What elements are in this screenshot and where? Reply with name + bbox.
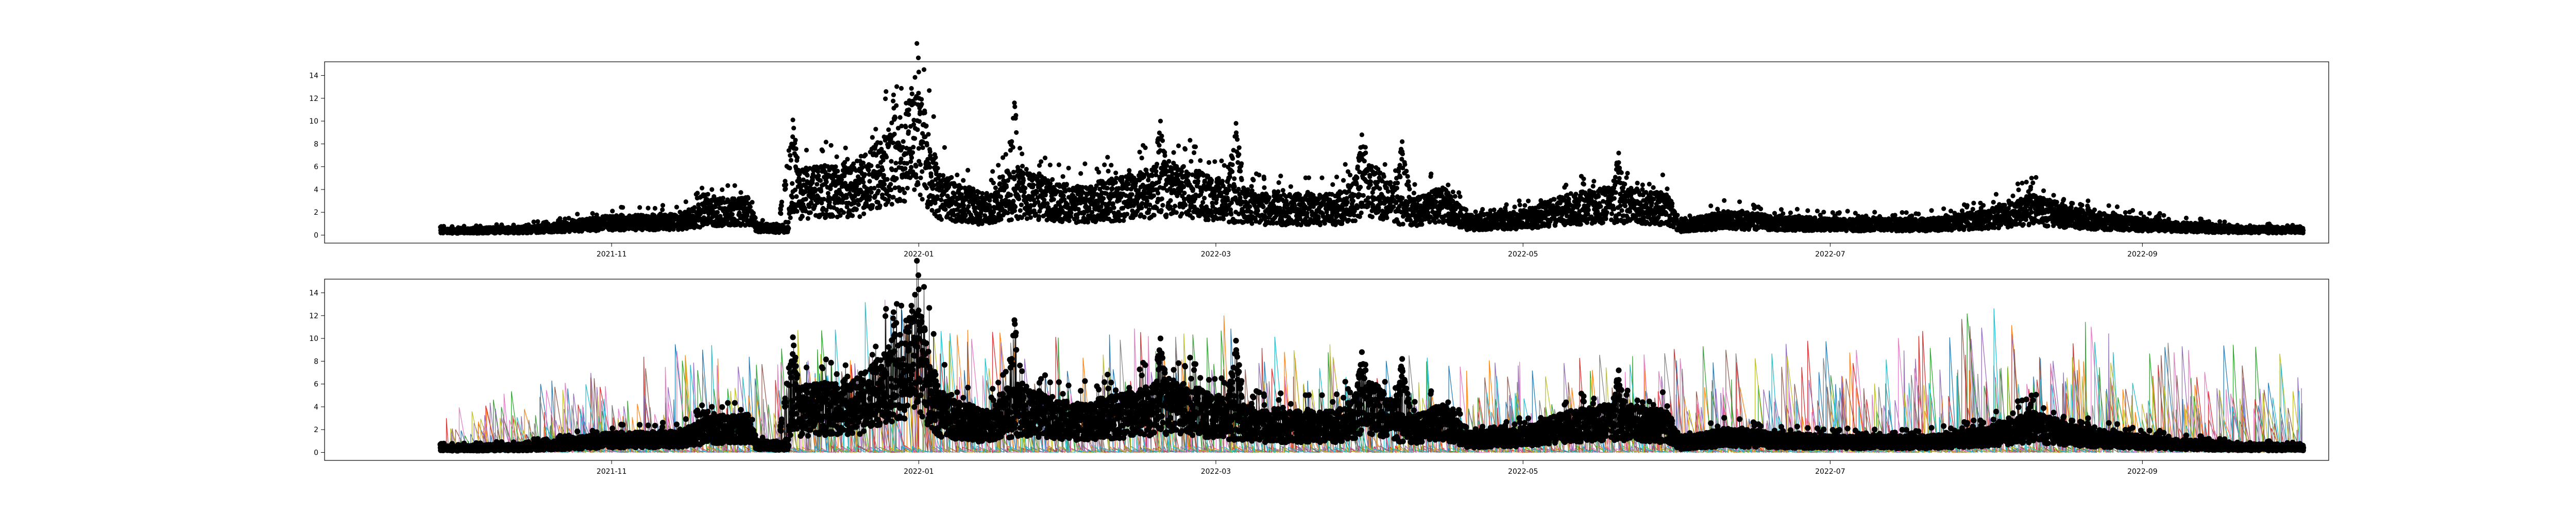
bottom-y-axis: 0 2 4 6 8 10 12 14 <box>309 289 325 457</box>
y-tick-label-0: 0 <box>314 449 318 457</box>
x-tick-label-2021-11: 2021-11 <box>597 250 627 259</box>
y-tick-label-8: 8 <box>314 140 318 148</box>
bottom-axes-frame <box>324 279 2329 461</box>
y-tick-label-12: 12 <box>309 312 318 320</box>
x-tick-label-2021-11: 2021-11 <box>597 468 627 476</box>
x-tick-label-2022-01: 2022-01 <box>904 250 934 259</box>
top-y-axis: 0 2 4 6 8 10 12 14 <box>309 72 325 240</box>
y-tick-label-14: 14 <box>309 72 318 80</box>
x-tick-label-2022-03: 2022-03 <box>1201 468 1231 476</box>
top-scatter-points <box>438 41 2306 236</box>
y-tick-label-4: 4 <box>314 186 318 194</box>
y-tick-label-2: 2 <box>314 426 318 434</box>
y-tick-label-10: 10 <box>309 117 318 126</box>
top-x-axis: 2021-11 2022-01 2022-03 2022-05 2022-07 2022-… <box>597 243 2158 259</box>
x-tick-label-2022-09: 2022-09 <box>2127 250 2158 259</box>
y-tick-label-8: 8 <box>314 357 318 366</box>
top-scatter-series <box>438 41 2306 236</box>
y-tick-label-0: 0 <box>314 232 318 240</box>
y-tick-label-10: 10 <box>309 335 318 343</box>
spike-line-10 <box>445 302 2300 454</box>
x-tick-label-2022-07: 2022-07 <box>1815 468 1845 476</box>
top-plot-area <box>438 41 2306 236</box>
bottom-scatter-series <box>437 258 2307 454</box>
top-axes-frame <box>324 61 2329 244</box>
y-tick-label-12: 12 <box>309 95 318 103</box>
y-tick-label-4: 4 <box>314 403 318 411</box>
bottom-black-line <box>440 261 2304 452</box>
x-tick-label-2022-07: 2022-07 <box>1815 250 1845 259</box>
bottom-x-axis: 2021-11 2022-01 2022-03 2022-05 2022-07 2022-… <box>597 460 2158 476</box>
y-tick-label-6: 6 <box>314 381 318 389</box>
y-tick-label-6: 6 <box>314 163 318 171</box>
spike-series-10 <box>445 302 2300 454</box>
x-tick-label-2022-05: 2022-05 <box>1508 250 1538 259</box>
x-tick-label-2022-05: 2022-05 <box>1508 468 1538 476</box>
x-tick-label-2022-01: 2022-01 <box>904 468 934 476</box>
x-tick-label-2022-09: 2022-09 <box>2127 468 2158 476</box>
x-tick-label-2022-03: 2022-03 <box>1201 250 1231 259</box>
bottom-plot-area <box>437 258 2307 454</box>
y-tick-label-14: 14 <box>309 289 318 298</box>
y-tick-label-2: 2 <box>314 209 318 217</box>
